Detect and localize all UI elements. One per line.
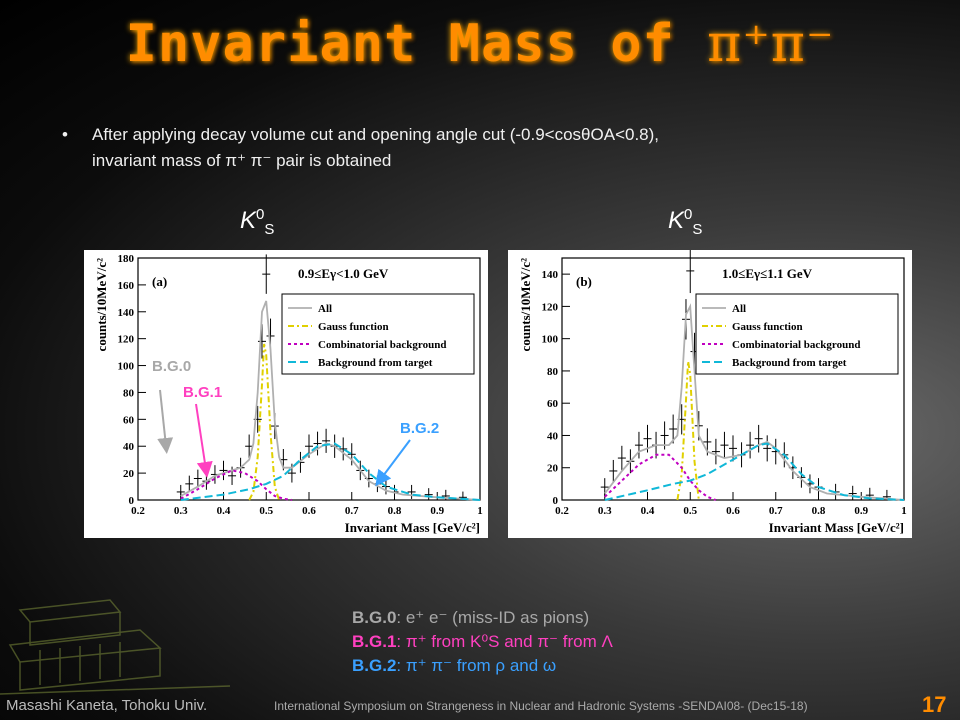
y-tick-label: 160	[118, 280, 135, 292]
x-tick-label: 0.6	[726, 505, 740, 517]
x-tick-label: 0.8	[388, 505, 402, 517]
x-tick-label: 0.6	[302, 505, 316, 517]
x-axis-label: Invariant Mass [GeV/c²]	[769, 520, 904, 535]
energy-range-label: 1.0≤Eγ≤1.1 GeV	[722, 266, 813, 281]
x-tick-label: 0.3	[598, 505, 612, 517]
y-tick-label: 60	[123, 414, 135, 426]
legend-entry: Combinatorial background	[318, 339, 446, 351]
title-symbol: π⁺π⁻	[707, 14, 835, 74]
series-line-gauss-function	[676, 361, 700, 501]
energy-range-label: 0.9≤Eγ<1.0 GeV	[298, 266, 389, 281]
y-axis-label: counts/10MeV/c²	[518, 258, 533, 352]
chart-a-svg: 0.2 0.3 0.4 0.5 0.6 0.7 0.8 0.9 1 0 20 40 60 80 100 120…	[94, 253, 483, 535]
bg2-annotation: B.G.2	[400, 420, 440, 437]
series-line-background-from-target	[604, 442, 905, 501]
series-line-all	[604, 303, 905, 501]
background-legend: B.G.0: e⁺ e⁻ (miss-ID as pions) B.G.1: π…	[352, 606, 613, 678]
bullet-dot-icon: •	[62, 125, 68, 144]
legend-box	[281, 293, 475, 375]
panel-label: (a)	[152, 274, 167, 289]
y-tick-label: 140	[542, 269, 559, 281]
y-tick-label: 20	[123, 468, 135, 480]
y-tick-label: 140	[118, 307, 135, 319]
series-line-background-from-target	[180, 442, 481, 501]
legend-bg0: B.G.0: e⁺ e⁻ (miss-ID as pions)	[352, 608, 590, 627]
legend-bg2: B.G.2: π⁺ π⁻ from ρ and ω	[352, 656, 557, 675]
y-tick-label: 20	[547, 463, 559, 475]
x-tick-label: 0.9	[430, 505, 444, 517]
bg1-arrow	[195, 403, 213, 478]
x-axis-label: Invariant Mass [GeV/c²]	[345, 520, 480, 535]
series-line-all	[180, 300, 481, 501]
x-tick-label: 0.8	[812, 505, 826, 517]
legend-entry: Background from target	[732, 357, 847, 369]
x-tick-label: 1	[477, 505, 483, 517]
x-tick-label: 0.2	[555, 505, 569, 517]
series-line-combinatorial-background	[180, 469, 293, 501]
y-axis-label: counts/10MeV/c²	[94, 258, 109, 352]
k0s-label-left: K0S	[240, 206, 275, 238]
plot-a: 0.2 0.3 0.4 0.5 0.6 0.7 0.8 0.9 1 0 20 40 60 80 100 120…	[84, 250, 488, 538]
x-tick-label: 0.3	[174, 505, 188, 517]
legend-entry: All	[318, 303, 332, 315]
slide-title: Invariant Mass of π⁺π⁻	[0, 14, 960, 74]
x-tick-label: 0.7	[345, 505, 359, 517]
x-tick-label: 1	[901, 505, 907, 517]
legend-entry: Gauss function	[318, 321, 389, 333]
bg2-arrow	[375, 439, 411, 487]
y-tick-label: 180	[118, 253, 135, 265]
y-tick-label: 40	[123, 441, 135, 453]
y-tick-label: 120	[542, 301, 559, 313]
x-tick-label: 0.9	[854, 505, 868, 517]
bullet-line-2: invariant mass of π⁺ π⁻ pair is obtained	[92, 151, 392, 170]
y-tick-label: 40	[547, 430, 559, 442]
bg0-arrow	[157, 389, 174, 454]
castle-logo-icon	[0, 599, 230, 695]
y-tick-label: 60	[547, 398, 559, 410]
x-tick-label: 0.4	[217, 505, 231, 517]
series-line-gauss-function	[248, 343, 281, 501]
bg1-annotation: B.G.1	[183, 384, 223, 401]
y-tick-label: 100	[118, 361, 135, 373]
chart-b-svg: 0.2 0.3 0.4 0.5 0.6 0.7 0.8 0.9 1 0 20 40 60 80 100 120…	[518, 250, 907, 535]
footer-author: Masashi Kaneta, Tohoku Univ.	[6, 697, 208, 714]
panel-label: (b)	[576, 274, 592, 289]
y-tick-label: 120	[118, 334, 135, 346]
legend-bg1: B.G.1: π⁺ from K⁰S and π⁻ from Λ	[352, 632, 613, 651]
legend-entry: Combinatorial background	[732, 339, 860, 351]
page-number: 17	[922, 692, 947, 717]
bg0-annotation: B.G.0	[152, 358, 192, 375]
y-tick-label: 80	[123, 387, 135, 399]
bullet-line-1: After applying decay volume cut and open…	[92, 125, 660, 144]
x-tick-label: 0.5	[683, 505, 697, 517]
y-tick-label: 100	[542, 334, 559, 346]
footer-conference: International Symposium on Strangeness i…	[274, 699, 808, 713]
y-tick-label: 0	[129, 495, 135, 507]
y-tick-label: 80	[547, 366, 559, 378]
legend-box	[695, 293, 899, 375]
x-tick-label: 0.5	[259, 505, 273, 517]
y-tick-label: 0	[553, 495, 559, 507]
legend-entry: Background from target	[318, 357, 433, 369]
plot-b: 0.2 0.3 0.4 0.5 0.6 0.7 0.8 0.9 1 0 20 40 60 80 100 120…	[508, 250, 912, 538]
legend-entry: Gauss function	[732, 321, 803, 333]
title-text: Invariant Mass of	[125, 14, 708, 74]
x-tick-label: 0.4	[641, 505, 655, 517]
k0s-label-right: K0S	[668, 206, 703, 238]
x-tick-label: 0.7	[769, 505, 783, 517]
x-tick-label: 0.2	[131, 505, 145, 517]
legend-entry: All	[732, 303, 746, 315]
